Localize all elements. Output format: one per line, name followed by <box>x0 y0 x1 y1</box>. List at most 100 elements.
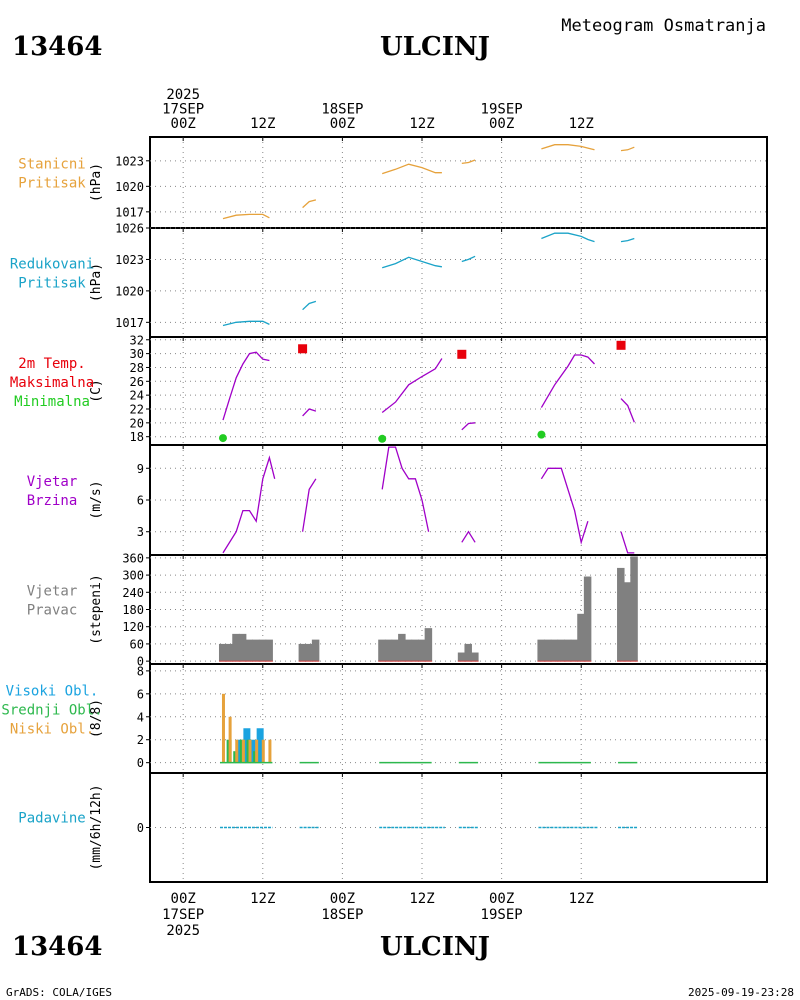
y-tick-label: 120 <box>122 620 144 634</box>
footer-timestamp: 2025-09-19-23:28 <box>688 986 794 999</box>
y-tick-label: 3 <box>137 525 144 539</box>
cloud-bar <box>228 716 232 763</box>
bottom-tick-label: 00Z <box>171 891 196 907</box>
wind-direction-bar <box>391 639 399 662</box>
y-tick-label: 1020 <box>115 180 144 194</box>
series-line <box>461 255 476 263</box>
panel-reduced_pressure: 1017 1020 1023 1026 (hPa)Redukovani Pritisak <box>10 222 768 338</box>
top-tick-label: 18SEP <box>321 102 363 118</box>
series-line <box>461 159 476 165</box>
station-id-top: 13464 <box>12 32 102 62</box>
series-line <box>540 467 589 545</box>
y-axis-label: (stepeni) <box>89 574 104 644</box>
y-tick-label: 1020 <box>115 284 144 298</box>
wind-direction-bar <box>537 639 545 662</box>
series-line <box>302 199 317 209</box>
tmax-marker <box>298 344 308 354</box>
series-line <box>541 144 595 151</box>
product-title: Meteogram Osmatranja <box>561 16 766 36</box>
top-tick-label: 00Z <box>489 116 514 132</box>
top-tick-label: 12Z <box>569 116 594 132</box>
wind-direction-bar <box>570 639 579 662</box>
top-tick-label: 12Z <box>250 116 275 132</box>
bottom-tick-label: 19SEP <box>481 907 523 923</box>
tmax-marker <box>616 340 626 350</box>
series-line <box>620 237 635 243</box>
panel-title: Visoki Obl. <box>6 684 99 700</box>
y-axis-label: (hPa) <box>89 163 104 202</box>
tmin-marker <box>218 434 227 443</box>
series-line <box>461 422 476 431</box>
y-tick-label: 240 <box>122 586 144 600</box>
wind-direction-bar <box>411 639 419 662</box>
wind-direction-bar <box>563 639 572 662</box>
bottom-tick-label: 18SEP <box>321 907 363 923</box>
series-line <box>620 146 635 152</box>
series-line <box>382 256 443 269</box>
panel-title: Brzina <box>27 493 78 509</box>
y-tick-label: 180 <box>122 603 144 617</box>
y-tick-label: 360 <box>122 551 144 565</box>
y-tick-label: 1026 <box>115 222 144 236</box>
wind-direction-bar <box>623 582 632 662</box>
panel-frame <box>149 227 768 338</box>
y-axis-label: (8/8) <box>89 699 104 738</box>
panel-title: Padavine <box>18 811 85 827</box>
wind-direction-bar <box>218 643 227 662</box>
y-tick-label: 1017 <box>115 205 144 219</box>
y-tick-label: 8 <box>137 664 144 678</box>
bottom-tick-label: 2025 <box>166 923 200 939</box>
panel-title: Pritisak <box>18 176 86 192</box>
footer-credit: GrADS: COLA/IGES <box>6 986 112 999</box>
y-tick-label: 60 <box>130 637 144 651</box>
y-axis-label: (C) <box>89 379 104 402</box>
top-tick-label: 00Z <box>330 116 355 132</box>
y-tick-label: 1017 <box>115 316 144 330</box>
tmin-marker <box>537 430 546 439</box>
series-line <box>302 300 317 311</box>
y-tick-label: 1023 <box>115 253 144 267</box>
station-name-top: ULCINJ <box>380 32 490 62</box>
wind-direction-bar <box>550 639 559 662</box>
wind-direction-bar <box>424 628 433 662</box>
panel-title: Vjetar <box>27 584 78 600</box>
series-line <box>222 351 270 421</box>
y-tick-label: 9 <box>137 462 144 476</box>
cloud-bar <box>241 739 245 763</box>
series-line <box>620 398 635 423</box>
wind-direction-bar <box>305 643 313 662</box>
y-tick-label: 22 <box>130 403 144 417</box>
panel-title: Pravac <box>27 603 78 619</box>
series-line <box>461 530 476 543</box>
y-axis-label: (m/s) <box>89 480 104 519</box>
y-tick-label: 18 <box>130 430 144 444</box>
tmax-marker <box>457 349 467 359</box>
panel-frame <box>149 444 768 556</box>
station-id-bottom: 13464 <box>12 932 102 962</box>
panel-title: Maksimalna <box>10 375 94 391</box>
tmin-marker <box>378 434 387 443</box>
series-line <box>382 163 442 175</box>
wind-direction-bar <box>225 643 234 662</box>
wind-direction-bar <box>298 643 307 662</box>
wind-direction-bar <box>418 639 426 662</box>
bottom-tick-label: 00Z <box>330 891 355 907</box>
wind-direction-bar <box>398 633 406 662</box>
wind-direction-bar <box>464 643 472 662</box>
y-tick-label: 2 <box>137 733 144 747</box>
wind-direction-bar <box>252 639 260 662</box>
wind-direction-bar <box>232 633 240 662</box>
wind-direction-bar <box>311 639 320 662</box>
top-tick-label: 00Z <box>171 116 196 132</box>
panel-title: Pritisak <box>18 276 86 292</box>
wind-direction-bar <box>544 639 552 662</box>
y-tick-label: 30 <box>130 347 144 361</box>
wind-direction-bar <box>265 639 273 662</box>
wind-direction-bar <box>557 639 565 662</box>
wind-direction-bar <box>617 567 625 662</box>
cloud-bar <box>256 728 264 763</box>
y-tick-label: 1023 <box>115 154 144 168</box>
